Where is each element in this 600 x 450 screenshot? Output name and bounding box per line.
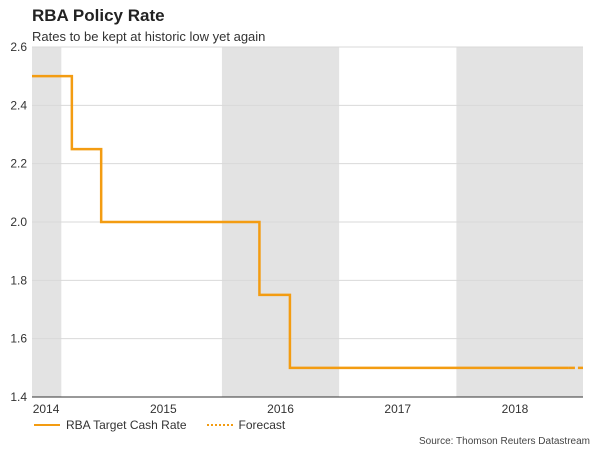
y-tick-label: 2.6 [10, 40, 27, 54]
chart-legend: RBA Target Cash Rate Forecast [34, 418, 305, 432]
x-tick-label: 2015 [150, 402, 177, 416]
chart-subtitle: Rates to be kept at historic low yet aga… [32, 29, 266, 44]
y-tick-label: 1.8 [10, 273, 27, 287]
y-tick-label: 1.6 [10, 332, 27, 346]
legend-item-cash-rate: RBA Target Cash Rate [34, 418, 187, 432]
chart-source: Source: Thomson Reuters Datastream [418, 436, 590, 447]
legend-item-forecast: Forecast [206, 418, 286, 432]
y-tick-label: 1.4 [10, 390, 27, 404]
x-tick-label: 2017 [384, 402, 411, 416]
chart-title: RBA Policy Rate [32, 6, 165, 25]
legend-swatch-solid [34, 424, 60, 426]
y-tick-label: 2.4 [10, 98, 27, 112]
y-tick-label: 2.0 [10, 215, 27, 229]
legend-label-forecast: Forecast [238, 418, 286, 432]
y-tick-label: 2.2 [10, 157, 27, 171]
x-tick-label: 2018 [502, 402, 529, 416]
x-tick-label: 2014 [33, 402, 60, 416]
x-tick-label: 2016 [267, 402, 294, 416]
legend-label-cash-rate: RBA Target Cash Rate [66, 418, 187, 432]
legend-swatch-dotted [206, 424, 233, 426]
series-line-cash-rate [32, 74, 569, 370]
